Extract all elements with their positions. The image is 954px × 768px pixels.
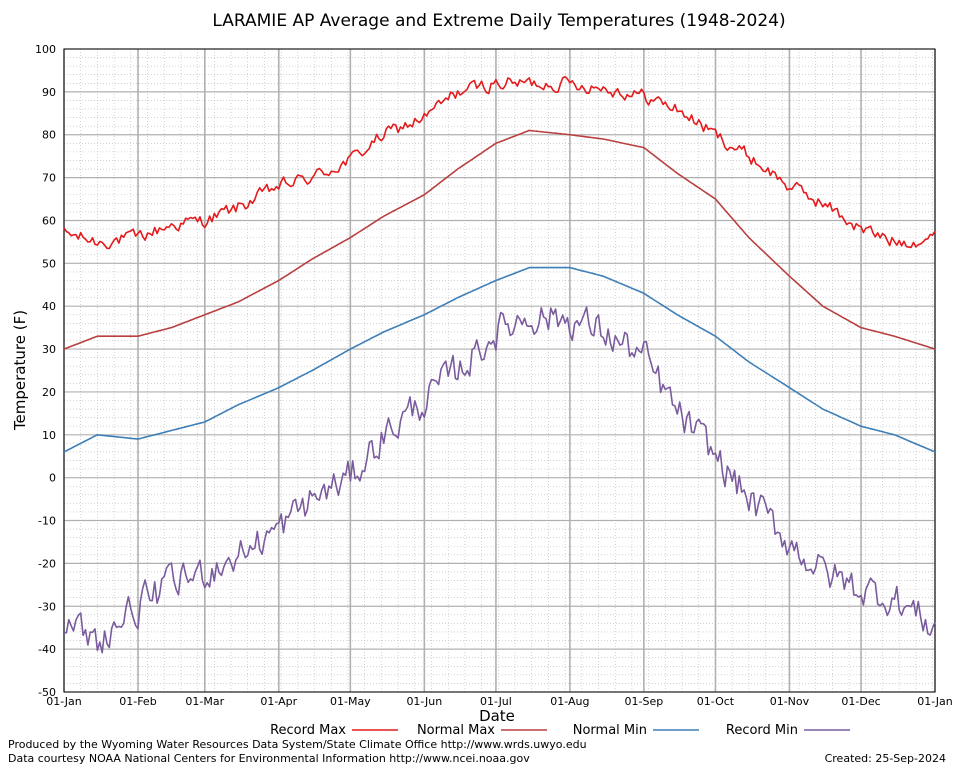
- x-tick-label: 01-Jul: [480, 695, 512, 708]
- x-tick-label: 01-Oct: [697, 695, 735, 708]
- y-tick-label: 100: [35, 43, 56, 56]
- y-tick-label: 0: [49, 472, 56, 485]
- y-tick-label: 30: [42, 343, 56, 356]
- series-lines: [63, 75, 936, 654]
- series-line-record-max: [63, 75, 936, 250]
- x-tick-label: 01-Dec: [841, 695, 880, 708]
- y-tick-label: 70: [42, 172, 56, 185]
- series-line-normal-min: [63, 266, 936, 453]
- x-tick-label: 01-Apr: [260, 695, 297, 708]
- plot-frame: [63, 48, 936, 693]
- footer-data-courtesy: Data courtesy NOAA National Centers for …: [8, 752, 530, 765]
- y-tick-label: -20: [38, 557, 56, 570]
- y-axis-label: Temperature (F): [11, 310, 29, 431]
- y-tick-label: -30: [38, 600, 56, 613]
- y-tick-label: 50: [42, 257, 56, 270]
- legend-label: Normal Max: [417, 723, 495, 738]
- legend-label: Record Min: [726, 723, 798, 738]
- x-tick-labels: 01-Jan 01-Feb 01-Mar 01-Apr 01-May 01-Jun 01-J…: [46, 695, 953, 708]
- legend-label: Record Max: [270, 723, 346, 738]
- series-line-normal-max: [63, 129, 936, 350]
- y-tick-label: 60: [42, 214, 56, 227]
- y-tick-label: -50: [38, 686, 56, 699]
- x-axis-label: Date: [479, 707, 515, 725]
- y-tick-labels: -50 -40 -30 -20 -10 0 10 20 30 40 50 60 70 80 90 100: [35, 43, 56, 699]
- x-tick-label: 01-Jun: [406, 695, 442, 708]
- y-tick-label: 10: [42, 429, 56, 442]
- footer-produced-by: Produced by the Wyoming Water Resources …: [8, 738, 587, 751]
- footer-created-date: Created: 25-Sep-2024: [825, 752, 946, 765]
- x-tick-label: 01-Mar: [185, 695, 224, 708]
- x-tick-label: 01-Jan: [917, 695, 953, 708]
- y-tick-label: 40: [42, 300, 56, 313]
- x-tick-label: 01-Nov: [770, 695, 810, 708]
- legend: Record Max Normal Max Normal Min Record Min: [270, 723, 850, 738]
- x-tick-label: 01-Aug: [550, 695, 589, 708]
- y-tick-label: 90: [42, 86, 56, 99]
- x-tick-label: 01-May: [330, 695, 371, 708]
- x-tick-label: 01-Jan: [46, 695, 82, 708]
- y-tick-label: 20: [42, 386, 56, 399]
- y-tick-label: 80: [42, 129, 56, 142]
- series-line-record-min: [63, 306, 936, 654]
- y-tick-label: -10: [38, 515, 56, 528]
- x-tick-label: 01-Sep: [625, 695, 664, 708]
- chart-title: LARAMIE AP Average and Extreme Daily Tem…: [212, 11, 785, 31]
- x-tick-label: 01-Feb: [119, 695, 156, 708]
- y-tick-label: -40: [38, 643, 56, 656]
- grid: [63, 48, 936, 693]
- legend-label: Normal Min: [573, 723, 647, 738]
